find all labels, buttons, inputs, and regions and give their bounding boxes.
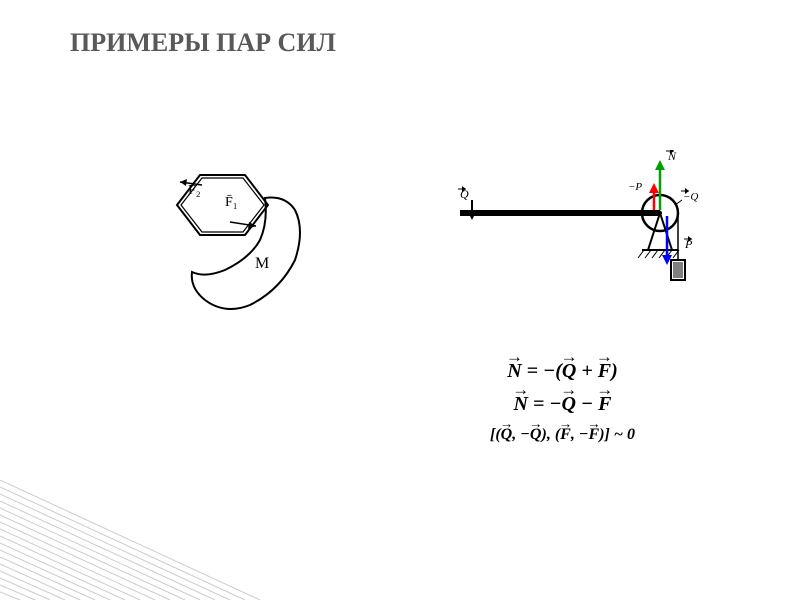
formula-text: = − bbox=[528, 393, 562, 415]
wrench-diagram: F̄₂ F̄₁ M bbox=[130, 150, 330, 330]
formula-var: F bbox=[560, 426, 571, 444]
formula-3: [(Q, −Q), (F, −F)] ~ 0 bbox=[490, 426, 635, 444]
pulley-diagram: Q N −P −Q P bbox=[450, 150, 750, 330]
formula-text: )] ~ 0 bbox=[599, 426, 635, 443]
svg-text:−P: −P bbox=[628, 181, 642, 193]
formula-text: ), ( bbox=[541, 426, 560, 443]
formula-var: F bbox=[598, 393, 611, 416]
slide-title: ПРИМЕРЫ ПАР СИЛ bbox=[70, 28, 336, 58]
formula-2: N = −Q − F bbox=[490, 393, 635, 416]
formula-text: , − bbox=[571, 426, 589, 443]
svg-text:M: M bbox=[255, 255, 269, 272]
formula-text: , − bbox=[512, 426, 530, 443]
formula-var: Q bbox=[562, 393, 576, 416]
formula-var: Q bbox=[501, 426, 513, 444]
formula-text: − bbox=[576, 393, 598, 415]
svg-text:F̄₁: F̄₁ bbox=[225, 194, 238, 210]
formula-var: N bbox=[514, 393, 528, 416]
formula-text: = −( bbox=[522, 360, 562, 382]
formula-var: Q bbox=[530, 426, 542, 444]
formula-var: F bbox=[589, 426, 600, 444]
formulas-block: N = −(Q + F) N = −Q − F [(Q, −Q), (F, −F… bbox=[490, 360, 635, 454]
corner-decoration bbox=[0, 480, 280, 600]
formula-text: + bbox=[576, 360, 597, 382]
